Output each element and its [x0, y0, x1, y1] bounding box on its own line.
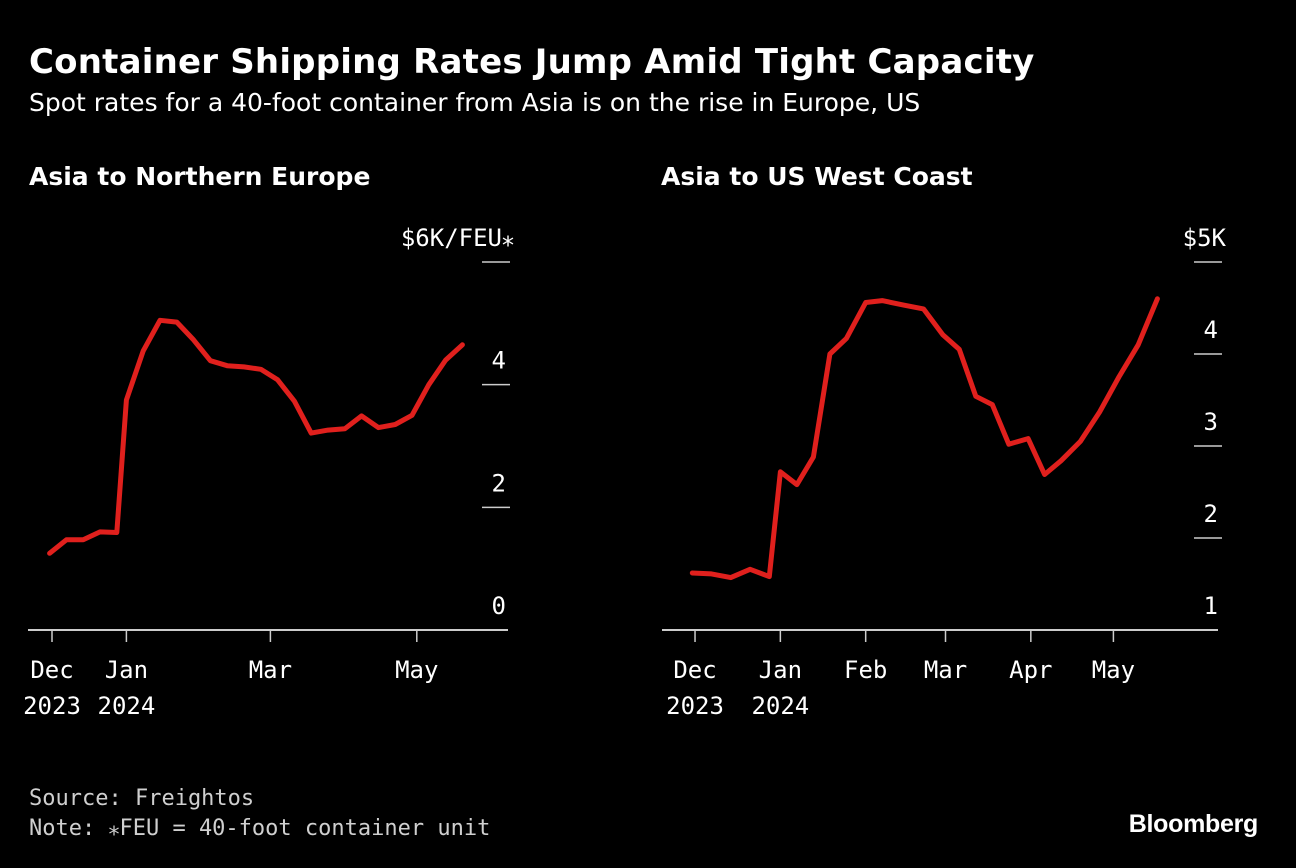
x-tick-label: 2023 — [23, 692, 81, 720]
x-tick-label: May — [1092, 656, 1135, 684]
bloomberg-logo: Bloomberg — [1128, 810, 1259, 838]
x-tick-label: Dec — [673, 656, 716, 684]
y-unit-label: $6K/FEU⁎ — [401, 224, 514, 252]
footnote: Note: ⁎FEU = 40-foot container unit — [29, 816, 491, 841]
y-unit-label: $5K — [1183, 224, 1227, 252]
panel-title-europe: Asia to Northern Europe — [29, 162, 371, 191]
panel-title-us-west-coast: Asia to US West Coast — [661, 162, 973, 191]
x-tick-label: Dec — [30, 656, 73, 684]
x-tick-label: 2024 — [98, 692, 156, 720]
y-tick-label: 2 — [492, 469, 506, 497]
y-tick-label: 4 — [492, 347, 506, 375]
series-line — [689, 296, 1160, 581]
x-tick-label: Jan — [105, 656, 148, 684]
x-tick-label: 2024 — [751, 692, 809, 720]
y-tick-label: 2 — [1204, 500, 1218, 528]
x-tick-label: Mar — [924, 656, 967, 684]
source-note: Source: Freightos — [29, 786, 255, 811]
x-tick-label: 2023 — [666, 692, 724, 720]
x-tick-label: Jan — [759, 656, 802, 684]
y-tick-label: 3 — [1204, 408, 1218, 436]
y-tick-label: 0 — [492, 592, 506, 620]
x-tick-label: Apr — [1009, 656, 1052, 684]
chart-subtitle: Spot rates for a 40-foot container from … — [29, 88, 921, 117]
x-tick-label: Mar — [249, 656, 292, 684]
y-tick-label: 1 — [1204, 592, 1218, 620]
x-tick-label: May — [395, 656, 438, 684]
x-tick-label: Feb — [844, 656, 887, 684]
y-tick-label: 4 — [1204, 316, 1218, 344]
chart-title: Container Shipping Rates Jump Amid Tight… — [29, 42, 1035, 82]
series-line — [47, 317, 465, 556]
